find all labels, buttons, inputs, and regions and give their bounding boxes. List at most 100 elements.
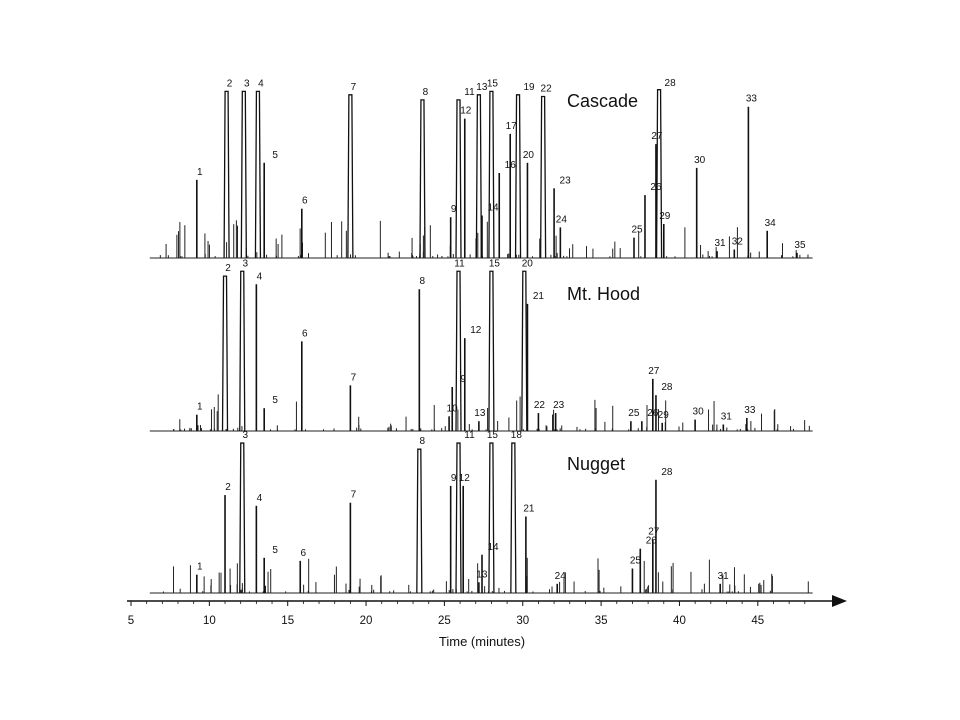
peak-8 bbox=[419, 99, 426, 259]
peak-label-9: 9 bbox=[460, 374, 466, 385]
peak-label-28: 28 bbox=[661, 467, 673, 478]
peak-label-13: 13 bbox=[474, 408, 486, 419]
peak-label-31: 31 bbox=[714, 238, 726, 249]
peak-label-24: 24 bbox=[555, 571, 567, 582]
peak-label-34: 34 bbox=[765, 218, 777, 229]
peak-label-13: 13 bbox=[476, 82, 488, 93]
peak-label-3: 3 bbox=[244, 78, 250, 89]
peak-label-31: 31 bbox=[718, 571, 730, 582]
peak-label-2: 2 bbox=[225, 482, 231, 493]
peak-label-24: 24 bbox=[556, 214, 568, 225]
peak-label-21: 21 bbox=[523, 504, 535, 515]
peak-label-3: 3 bbox=[242, 430, 248, 441]
peak-label-26: 26 bbox=[646, 536, 658, 547]
peak-label-30: 30 bbox=[694, 155, 706, 166]
peak-label-12: 12 bbox=[470, 325, 482, 336]
peak-3 bbox=[239, 270, 246, 432]
peak-18 bbox=[510, 442, 517, 594]
peak-label-25: 25 bbox=[628, 408, 640, 419]
peak-15 bbox=[488, 90, 495, 259]
peak-label-6: 6 bbox=[302, 196, 308, 207]
peak-label-15: 15 bbox=[489, 258, 501, 269]
x-tick-label: 30 bbox=[516, 615, 529, 627]
peak-label-19: 19 bbox=[523, 82, 535, 93]
peak-28 bbox=[655, 89, 663, 259]
peak-label-28: 28 bbox=[661, 382, 673, 393]
peak-label-1: 1 bbox=[197, 167, 203, 178]
peak-13 bbox=[475, 94, 483, 259]
peak-label-11: 11 bbox=[464, 87, 475, 98]
peak-8 bbox=[416, 448, 423, 594]
peak-11 bbox=[455, 442, 462, 594]
peak-label-9: 9 bbox=[451, 204, 457, 215]
peak-label-25: 25 bbox=[630, 556, 642, 567]
peak-label-5: 5 bbox=[272, 545, 278, 556]
x-tick-label: 20 bbox=[360, 615, 373, 627]
peak-label-2: 2 bbox=[227, 78, 233, 89]
x-tick-label: 40 bbox=[673, 615, 686, 627]
peak-label-2: 2 bbox=[225, 263, 231, 274]
peak-label-20: 20 bbox=[523, 150, 535, 161]
peak-label-17: 17 bbox=[506, 121, 518, 132]
peak-label-9: 9 bbox=[451, 473, 457, 484]
peak-label-23: 23 bbox=[553, 400, 565, 411]
peak-3 bbox=[239, 442, 246, 594]
peak-label-28: 28 bbox=[665, 78, 677, 89]
trace-mt-hood: 1234567810911121315202122232526272829303… bbox=[149, 258, 813, 432]
peak-2 bbox=[221, 275, 229, 432]
peak-label-6: 6 bbox=[300, 548, 306, 559]
peak-3 bbox=[240, 90, 247, 259]
peak-label-8: 8 bbox=[423, 87, 429, 98]
trace-cascade: 1234567891112131415161719202223242526272… bbox=[149, 78, 813, 259]
peak-label-29: 29 bbox=[658, 410, 670, 421]
peak-20 bbox=[521, 270, 528, 432]
peak-label-12: 12 bbox=[459, 473, 471, 484]
peak-label-8: 8 bbox=[420, 276, 426, 287]
peak-label-3: 3 bbox=[242, 258, 248, 269]
peak-label-11: 11 bbox=[454, 258, 465, 269]
peak-label-27: 27 bbox=[648, 526, 660, 537]
peak-15 bbox=[488, 442, 495, 594]
peak-label-6: 6 bbox=[302, 328, 308, 339]
peak-label-8: 8 bbox=[420, 436, 426, 447]
peak-label-20: 20 bbox=[522, 258, 534, 269]
peak-label-18: 18 bbox=[511, 430, 523, 441]
peak-label-21: 21 bbox=[533, 291, 545, 302]
peak-label-7: 7 bbox=[351, 372, 357, 383]
peak-label-22: 22 bbox=[534, 400, 546, 411]
peak-label-5: 5 bbox=[272, 150, 278, 161]
peak-label-32: 32 bbox=[732, 237, 744, 248]
peak-label-7: 7 bbox=[351, 490, 357, 501]
x-tick-label: 45 bbox=[751, 615, 764, 627]
x-tick-label: 35 bbox=[595, 615, 608, 627]
peak-label-11: 11 bbox=[464, 430, 475, 441]
peak-11 bbox=[455, 99, 462, 259]
peak-label-22: 22 bbox=[541, 84, 553, 95]
peak-label-30: 30 bbox=[693, 407, 705, 418]
x-tick-label: 15 bbox=[281, 615, 294, 627]
peak-label-27: 27 bbox=[648, 366, 660, 377]
peak-label-1: 1 bbox=[197, 562, 203, 573]
peak-7 bbox=[347, 94, 354, 259]
peak-label-33: 33 bbox=[746, 94, 758, 105]
peak-label-1: 1 bbox=[197, 402, 203, 413]
trace-nugget: 12345678911121314151821242526272831Nugge… bbox=[149, 430, 813, 594]
peak-4 bbox=[254, 90, 262, 259]
trace-name: Mt. Hood bbox=[567, 284, 640, 304]
trace-name: Nugget bbox=[567, 454, 625, 474]
peak-label-15: 15 bbox=[487, 78, 499, 89]
peak-label-25: 25 bbox=[631, 225, 643, 236]
peak-label-33: 33 bbox=[744, 405, 756, 416]
x-axis-arrowhead bbox=[832, 595, 847, 607]
peak-label-4: 4 bbox=[258, 78, 264, 89]
peak-label-29: 29 bbox=[659, 211, 671, 222]
peak-label-35: 35 bbox=[794, 240, 806, 251]
peak-label-12: 12 bbox=[460, 106, 472, 117]
peak-label-31: 31 bbox=[721, 411, 733, 422]
peak-label-5: 5 bbox=[272, 395, 278, 406]
trace-name: Cascade bbox=[567, 91, 638, 111]
x-tick-label: 10 bbox=[203, 615, 216, 627]
peak-2 bbox=[223, 90, 230, 259]
peak-22 bbox=[539, 95, 547, 259]
